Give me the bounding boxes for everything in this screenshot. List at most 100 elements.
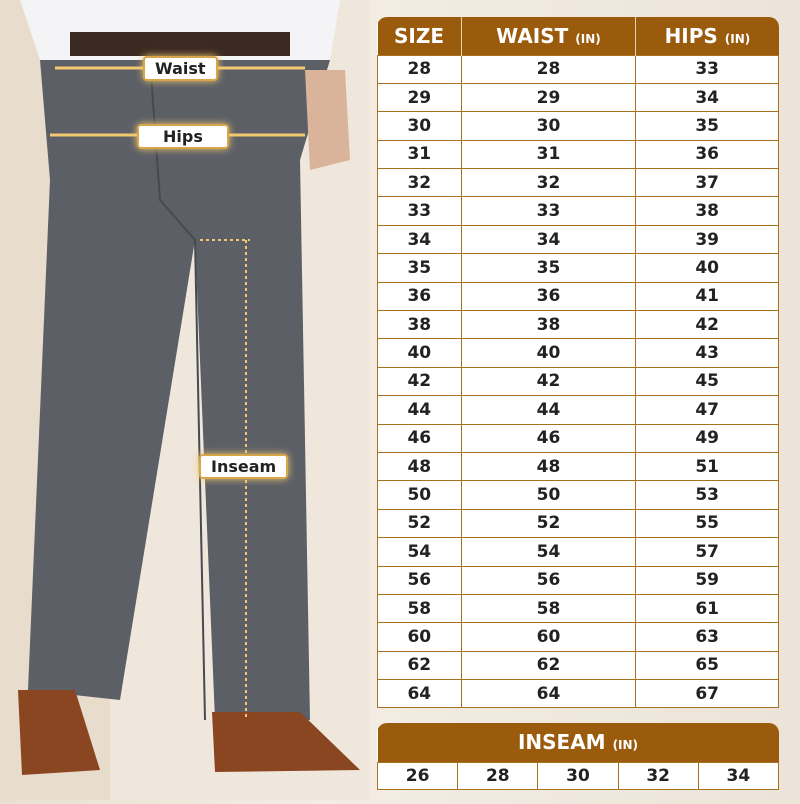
table-cell: 60 bbox=[377, 622, 462, 652]
table-row: 58 58 61 bbox=[377, 593, 779, 624]
table-cell: 47 bbox=[635, 395, 779, 425]
table-cell: 42 bbox=[460, 366, 637, 397]
inseam-cell: 28 bbox=[457, 761, 539, 790]
table-cell: 50 bbox=[377, 480, 462, 510]
table-row: 64 64 67 bbox=[377, 679, 779, 709]
inseam-cell: 26 bbox=[377, 761, 459, 790]
table-row: 31 31 36 bbox=[377, 139, 779, 170]
table-cell: 49 bbox=[635, 423, 779, 453]
table-cell: 54 bbox=[460, 537, 637, 567]
table-cell: 34 bbox=[635, 82, 779, 113]
table-cell: 67 bbox=[635, 679, 779, 709]
table-row: 48 48 51 bbox=[377, 451, 779, 482]
table-row: 33 33 38 bbox=[377, 196, 779, 226]
table-cell: 59 bbox=[635, 565, 779, 595]
table-row: 36 36 41 bbox=[377, 281, 779, 312]
table-row: 54 54 57 bbox=[377, 537, 779, 567]
table-row: 62 62 65 bbox=[377, 650, 779, 681]
table-cell: 35 bbox=[377, 253, 462, 283]
table-row: 60 60 63 bbox=[377, 622, 779, 652]
table-cell: 52 bbox=[377, 508, 462, 539]
table-cell: 35 bbox=[460, 253, 637, 283]
table-cell: 64 bbox=[460, 679, 637, 709]
table-row: 28 28 33 bbox=[377, 54, 779, 84]
column-header: SIZE bbox=[377, 17, 462, 55]
table-cell: 58 bbox=[460, 593, 637, 624]
table-row: 30 30 35 bbox=[377, 111, 779, 141]
table-cell: 29 bbox=[377, 82, 462, 113]
table-row: 34 34 39 bbox=[377, 224, 779, 255]
table-cell: 32 bbox=[460, 168, 637, 198]
table-cell: 28 bbox=[460, 54, 637, 84]
hips-label: Hips bbox=[137, 124, 229, 149]
table-cell: 36 bbox=[635, 139, 779, 170]
table-row: 29 29 34 bbox=[377, 82, 779, 113]
table-cell: 34 bbox=[377, 224, 462, 255]
inseam-cell: 34 bbox=[697, 761, 779, 790]
table-cell: 35 bbox=[635, 111, 779, 141]
table-cell: 56 bbox=[460, 565, 637, 595]
table-row: 32 32 37 bbox=[377, 168, 779, 198]
product-photo: Waist Hips Inseam bbox=[0, 0, 370, 800]
table-cell: 29 bbox=[460, 82, 637, 113]
table-cell: 33 bbox=[377, 196, 462, 226]
table-cell: 30 bbox=[377, 111, 462, 141]
table-cell: 38 bbox=[460, 310, 637, 340]
table-cell: 45 bbox=[635, 366, 779, 397]
table-row: 50 50 53 bbox=[377, 480, 779, 510]
waist-label: Waist bbox=[143, 56, 218, 81]
table-row: 46 46 49 bbox=[377, 423, 779, 453]
table-cell: 64 bbox=[377, 679, 462, 709]
table-cell: 40 bbox=[460, 338, 637, 368]
table-cell: 39 bbox=[635, 224, 779, 255]
table-cell: 33 bbox=[635, 54, 779, 84]
inseam-cell: 30 bbox=[537, 761, 619, 790]
table-cell: 42 bbox=[377, 366, 462, 397]
size-table: SIZE WAIST (IN) HIPS (IN) 28 28 33 29 29 34 30 3… bbox=[377, 17, 779, 709]
table-cell: 28 bbox=[377, 54, 462, 84]
table-cell: 43 bbox=[635, 338, 779, 368]
table-cell: 32 bbox=[377, 168, 462, 198]
table-cell: 58 bbox=[377, 593, 462, 624]
table-cell: 48 bbox=[460, 451, 637, 482]
table-cell: 31 bbox=[377, 139, 462, 170]
table-cell: 34 bbox=[460, 224, 637, 255]
table-cell: 50 bbox=[460, 480, 637, 510]
table-cell: 36 bbox=[377, 281, 462, 312]
table-cell: 51 bbox=[635, 451, 779, 482]
table-cell: 46 bbox=[460, 423, 637, 453]
table-cell: 42 bbox=[635, 310, 779, 340]
table-row: 35 35 40 bbox=[377, 253, 779, 283]
table-cell: 41 bbox=[635, 281, 779, 312]
table-row: 38 38 42 bbox=[377, 310, 779, 340]
table-row: 44 44 47 bbox=[377, 395, 779, 425]
table-cell: 56 bbox=[377, 565, 462, 595]
table-row: 40 40 43 bbox=[377, 338, 779, 368]
table-cell: 36 bbox=[460, 281, 637, 312]
table-cell: 60 bbox=[460, 622, 637, 652]
table-cell: 65 bbox=[635, 650, 779, 681]
table-cell: 52 bbox=[460, 508, 637, 539]
table-cell: 40 bbox=[377, 338, 462, 368]
inseam-cell: 32 bbox=[617, 761, 699, 790]
table-cell: 38 bbox=[377, 310, 462, 340]
table-cell: 54 bbox=[377, 537, 462, 567]
table-cell: 38 bbox=[635, 196, 779, 226]
table-cell: 30 bbox=[460, 111, 637, 141]
table-cell: 44 bbox=[460, 395, 637, 425]
table-cell: 40 bbox=[635, 253, 779, 283]
table-cell: 46 bbox=[377, 423, 462, 453]
table-cell: 55 bbox=[635, 508, 779, 539]
table-row: 42 42 45 bbox=[377, 366, 779, 397]
table-row: 56 56 59 bbox=[377, 565, 779, 595]
table-cell: 31 bbox=[460, 139, 637, 170]
inseam-table: INSEAM (IN) 26 28 30 32 34 bbox=[377, 723, 779, 790]
column-header: HIPS (IN) bbox=[635, 17, 779, 55]
table-row: 52 52 55 bbox=[377, 508, 779, 539]
table-cell: 62 bbox=[460, 650, 637, 681]
table-cell: 53 bbox=[635, 480, 779, 510]
inseam-label: Inseam bbox=[199, 454, 289, 479]
table-cell: 61 bbox=[635, 593, 779, 624]
inseam-header: INSEAM (IN) bbox=[377, 723, 779, 762]
table-cell: 63 bbox=[635, 622, 779, 652]
